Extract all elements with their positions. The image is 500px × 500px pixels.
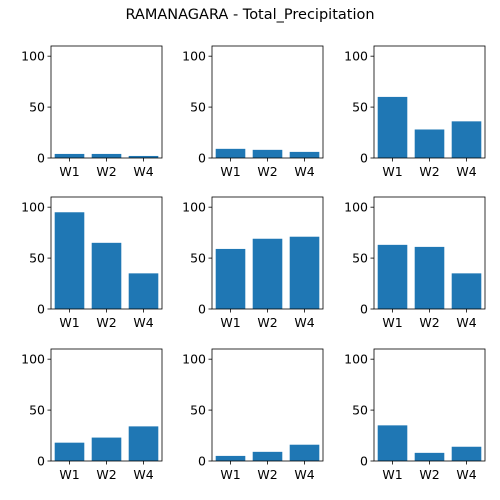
x-tick-label: W1 (220, 164, 240, 179)
bar-w4 (128, 426, 159, 461)
y-tick-label: 0 (198, 454, 206, 469)
y-tick-label: 100 (182, 49, 206, 64)
x-tick-label: W1 (59, 164, 79, 179)
bar-w1 (377, 425, 408, 461)
x-tick-label: W2 (96, 164, 116, 179)
bar-w1 (215, 248, 246, 309)
bar-w2 (91, 437, 122, 461)
y-tick-label: 100 (21, 352, 45, 367)
y-tick-label: 50 (352, 251, 368, 266)
y-tick-label: 100 (344, 352, 368, 367)
bar-w1 (215, 455, 246, 461)
y-tick-label: 50 (29, 251, 45, 266)
subplot-1: 0 50 100 W1 W2 W4 (21, 45, 163, 179)
axes-frame (211, 45, 324, 159)
x-tick-label: W4 (133, 315, 153, 330)
x-tick-label: W1 (220, 315, 240, 330)
bar-w2 (91, 153, 122, 158)
y-tick-label: 50 (352, 403, 368, 418)
x-tick-label: W1 (382, 467, 402, 482)
subplot-6: 0 50 100 W1 W2 W4 (344, 196, 486, 330)
x-tick-label: W2 (96, 315, 116, 330)
subplot-9: 0 50 100 W1 W2 W4 (344, 348, 486, 482)
bar-w1 (377, 96, 408, 158)
bar-w1 (54, 153, 85, 158)
x-tick-label: W2 (257, 467, 277, 482)
y-tick-label: 100 (21, 49, 45, 64)
y-tick-label: 100 (344, 200, 368, 215)
y-tick-label: 0 (198, 151, 206, 166)
bar-w2 (414, 129, 445, 158)
y-tick-label: 50 (190, 100, 206, 115)
y-tick-label: 0 (360, 454, 368, 469)
bar-w4 (289, 236, 320, 309)
x-tick-label: W4 (456, 164, 476, 179)
x-tick-label: W1 (59, 467, 79, 482)
bar-w2 (252, 238, 283, 309)
bar-w1 (54, 212, 85, 309)
bar-w2 (414, 246, 445, 309)
subplot-5: 0 50 100 W1 W2 W4 (182, 196, 324, 330)
y-tick-label: 100 (182, 352, 206, 367)
x-tick-label: W4 (456, 467, 476, 482)
x-tick-label: W2 (419, 467, 439, 482)
subplot-2: 0 50 100 W1 W2 W4 (182, 45, 324, 179)
x-tick-label: W4 (133, 467, 153, 482)
bar-w2 (414, 452, 445, 461)
x-tick-label: W1 (59, 315, 79, 330)
axes-frame (50, 45, 163, 159)
x-tick-label: W4 (294, 164, 314, 179)
y-tick-label: 50 (29, 403, 45, 418)
x-tick-label: W4 (456, 315, 476, 330)
subplot-3: 0 50 100 W1 W2 W4 (344, 45, 486, 179)
y-tick-label: 50 (29, 100, 45, 115)
chart-title: RAMANAGARA - Total_Precipitation (125, 7, 375, 23)
bar-w2 (91, 242, 122, 309)
bar-w2 (252, 451, 283, 461)
bar-w4 (451, 446, 482, 461)
y-tick-label: 50 (190, 403, 206, 418)
x-tick-label: W2 (257, 315, 277, 330)
y-tick-label: 50 (190, 251, 206, 266)
subplot-7: 0 50 100 W1 W2 W4 (21, 348, 163, 482)
x-tick-label: W1 (382, 164, 402, 179)
x-tick-label: W2 (419, 315, 439, 330)
bar-w4 (128, 273, 159, 309)
bar-w4 (128, 155, 159, 158)
bar-w1 (377, 244, 408, 309)
subplot-4: 0 50 100 W1 W2 W4 (21, 196, 163, 330)
y-tick-label: 0 (360, 302, 368, 317)
x-tick-label: W2 (96, 467, 116, 482)
axes-frame (211, 348, 324, 462)
x-tick-label: W4 (294, 315, 314, 330)
y-tick-label: 0 (37, 454, 45, 469)
y-tick-label: 0 (37, 151, 45, 166)
y-tick-label: 100 (21, 200, 45, 215)
x-tick-label: W1 (382, 315, 402, 330)
x-tick-label: W1 (220, 467, 240, 482)
bar-w2 (252, 149, 283, 158)
bar-w4 (451, 273, 482, 309)
y-tick-label: 0 (360, 151, 368, 166)
y-tick-label: 100 (344, 49, 368, 64)
x-tick-label: W2 (257, 164, 277, 179)
bar-w4 (289, 151, 320, 158)
x-tick-label: W4 (294, 467, 314, 482)
y-tick-label: 100 (182, 200, 206, 215)
x-tick-label: W2 (419, 164, 439, 179)
y-tick-label: 0 (37, 302, 45, 317)
bar-w1 (215, 148, 246, 158)
bar-w4 (289, 444, 320, 461)
y-tick-label: 50 (352, 100, 368, 115)
x-tick-label: W4 (133, 164, 153, 179)
subplot-8: 0 50 100 W1 W2 W4 (182, 348, 324, 482)
bar-w1 (54, 442, 85, 461)
y-tick-label: 0 (198, 302, 206, 317)
bar-w4 (451, 121, 482, 158)
